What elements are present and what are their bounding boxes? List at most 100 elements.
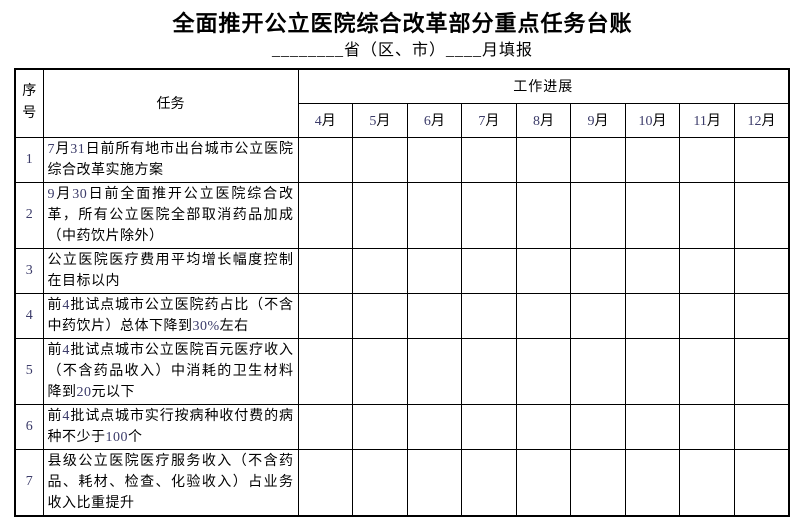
row-index: 7 — [14, 448, 44, 516]
progress-cell-empty — [733, 292, 790, 339]
numeric-text: 4 — [25, 307, 33, 323]
table-row: 2 9月30日前全面推开公立医院综合改革，所有公立医院全部取消药品加成（中药饮片除… — [14, 181, 790, 249]
column-header-month: 4月 — [297, 102, 354, 138]
numeric-text: 2 — [25, 207, 33, 222]
numeric-text: 30% — [192, 318, 220, 334]
progress-cell-empty — [515, 448, 572, 516]
numeric-text: 4 — [62, 297, 70, 313]
progress-cell-empty — [297, 403, 354, 450]
progress-cell-empty — [406, 337, 463, 405]
numeric-text: 5 — [369, 114, 377, 129]
task-cell: 7月31日前所有地市出台城市公立医院综合改革实施方案 — [42, 136, 299, 183]
progress-cell-empty — [352, 403, 408, 450]
task-cell: 9月30日前全面推开公立医院综合改革，所有公立医院全部取消药品加成（中药饮片除外… — [42, 181, 299, 249]
numeric-text: 7 — [25, 474, 33, 489]
numeric-text: 6 — [25, 418, 33, 434]
progress-cell-empty — [570, 247, 626, 294]
numeric-text: 1 — [25, 151, 33, 167]
row-index: 4 — [14, 292, 44, 339]
progress-cell-empty — [624, 181, 681, 249]
progress-cell-empty — [461, 337, 517, 405]
progress-cell-empty — [515, 247, 572, 294]
progress-cell-empty — [461, 448, 517, 516]
numeric-text: 4 — [62, 342, 70, 358]
progress-cell-empty — [679, 403, 735, 450]
table-row: 3 公立医院医疗费用平均增长幅度控制在目标以内 — [14, 247, 790, 294]
progress-cell-empty — [515, 181, 572, 249]
progress-cell-empty — [461, 247, 517, 294]
row-index: 6 — [14, 403, 44, 450]
progress-cell-empty — [461, 136, 517, 183]
progress-cell-empty — [461, 292, 517, 339]
table-header: 序号 任务 工作进展 4月 5月 6月 7月 8月 9月 10月 11月 12月 — [14, 68, 790, 138]
progress-cell-empty — [515, 136, 572, 183]
column-header-month: 7月 — [461, 102, 517, 138]
progress-cell-empty — [570, 337, 626, 405]
progress-cell-empty — [679, 337, 735, 405]
progress-cell-empty — [352, 448, 408, 516]
progress-cell-empty — [733, 247, 790, 294]
progress-cell-empty — [624, 337, 681, 405]
progress-cell-empty — [570, 136, 626, 183]
progress-cell-empty — [624, 136, 681, 183]
progress-cell-empty — [679, 136, 735, 183]
progress-cell-empty — [570, 448, 626, 516]
progress-cell-empty — [679, 181, 735, 249]
progress-cell-empty — [297, 136, 354, 183]
task-ledger-table: 序号 任务 工作进展 4月 5月 6月 7月 8月 9月 10月 11月 12月 1 7月31日前… — [14, 68, 790, 517]
task-table-body: 1 7月31日前所有地市出台城市公立医院综合改革实施方案 2 9月30日前全面推开公立… — [14, 136, 790, 516]
progress-cell-empty — [624, 247, 681, 294]
numeric-text: 4 — [314, 114, 322, 129]
column-header-month: 12月 — [733, 102, 790, 138]
progress-cell-empty — [406, 448, 463, 516]
progress-cell-empty — [297, 181, 354, 249]
numeric-text: 31 — [70, 141, 86, 157]
progress-cell-empty — [297, 448, 354, 516]
column-header-month: 9月 — [570, 102, 626, 138]
numeric-text: 7 — [478, 114, 486, 129]
progress-cell-empty — [461, 181, 517, 249]
task-cell: 县级公立医院医疗服务收入（不含药品、耗材、检查、化验收入）占业务收入比重提升 — [42, 448, 299, 516]
table-row: 4 前4批试点城市公立医院药占比（不含中药饮片）总体下降到30%左右 — [14, 292, 790, 339]
progress-cell-empty — [406, 292, 463, 339]
numeric-text: 8 — [532, 114, 540, 129]
task-cell: 前4批试点城市实行按病种收付费的病种不少于100个 — [42, 403, 299, 450]
progress-cell-empty — [515, 403, 572, 450]
progress-cell-empty — [352, 181, 408, 249]
progress-cell-empty — [733, 136, 790, 183]
row-index: 2 — [14, 181, 44, 249]
progress-cell-empty — [733, 403, 790, 450]
numeric-text: 100 — [105, 429, 128, 445]
progress-cell-empty — [297, 247, 354, 294]
numeric-text: 4 — [62, 408, 70, 424]
progress-cell-empty — [515, 337, 572, 405]
column-header-month: 11月 — [679, 102, 735, 138]
numeric-text: 12 — [747, 114, 762, 129]
progress-cell-empty — [461, 403, 517, 450]
progress-cell-empty — [733, 181, 790, 249]
numeric-text: 9 — [587, 114, 595, 129]
numeric-text: 3 — [25, 262, 33, 278]
progress-cell-empty — [624, 448, 681, 516]
numeric-text: 9 — [47, 186, 55, 202]
task-cell: 前4批试点城市公立医院百元医疗收入（不含药品收入）中消耗的卫生材料降到20元以下 — [42, 337, 299, 405]
progress-cell-empty — [624, 403, 681, 450]
numeric-text: 20 — [76, 384, 92, 400]
progress-cell-empty — [352, 292, 408, 339]
progress-cell-empty — [406, 403, 463, 450]
column-header-month: 10月 — [624, 102, 681, 138]
progress-cell-empty — [733, 448, 790, 516]
progress-cell-empty — [733, 337, 790, 405]
table-row: 1 7月31日前所有地市出台城市公立医院综合改革实施方案 — [14, 136, 790, 183]
page-subtitle: ________省（区、市）____月填报 — [271, 42, 533, 59]
numeric-text: 10 — [638, 114, 653, 129]
progress-cell-empty — [679, 448, 735, 516]
page-title: 全面推开公立医院综合改革部分重点任务台账 — [172, 11, 633, 36]
numeric-text: 11 — [693, 114, 707, 129]
task-cell: 前4批试点城市公立医院药占比（不含中药饮片）总体下降到30%左右 — [42, 292, 299, 339]
table-row: 5 前4批试点城市公立医院百元医疗收入（不含药品收入）中消耗的卫生材料降到20元以… — [14, 337, 790, 405]
progress-cell-empty — [352, 136, 408, 183]
task-cell: 公立医院医疗费用平均增长幅度控制在目标以内 — [42, 247, 299, 294]
progress-cell-empty — [406, 181, 463, 249]
